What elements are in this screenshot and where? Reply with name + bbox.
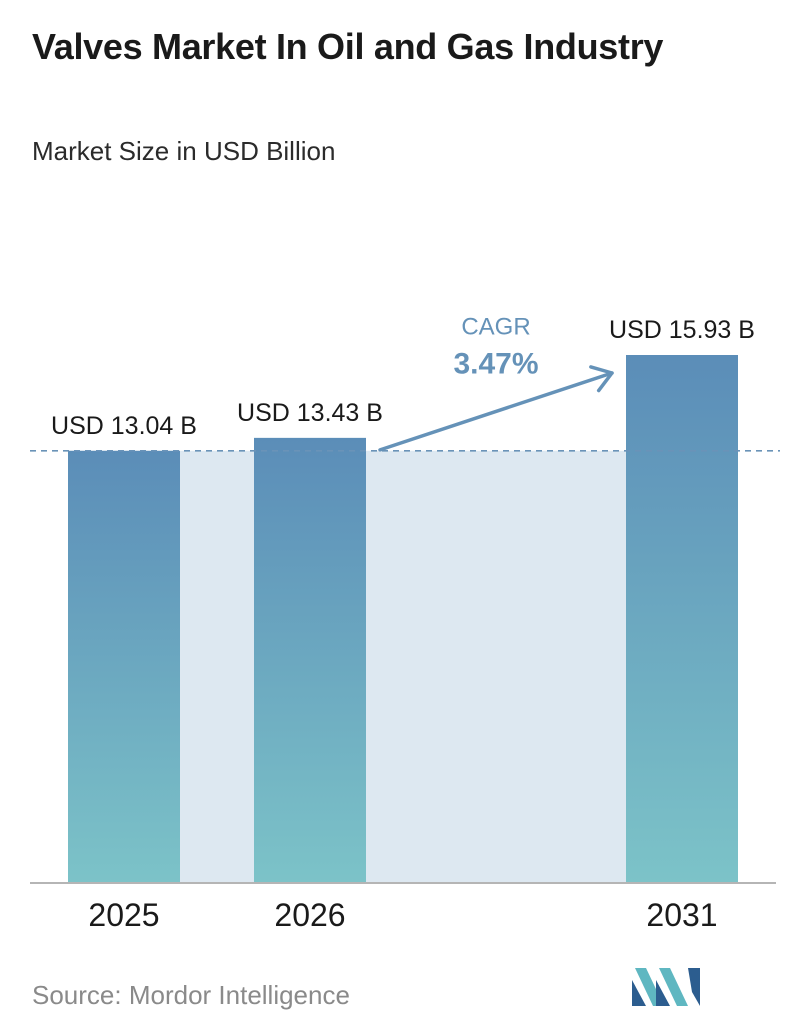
data-label-2026: USD 13.43 B xyxy=(237,399,383,427)
cagr-value: 3.47% xyxy=(453,347,538,380)
x-tick-2025: 2025 xyxy=(88,897,159,933)
bar-2025 xyxy=(68,450,180,883)
cagr-arrow-head-icon xyxy=(589,365,614,393)
data-label-2031: USD 15.93 B xyxy=(609,316,755,344)
chart-title: Valves Market In Oil and Gas Industry xyxy=(32,26,664,67)
source-credit: Source: Mordor Intelligence xyxy=(32,980,350,1010)
x-tick-2031: 2031 xyxy=(646,897,717,933)
cagr-label: CAGR xyxy=(461,313,530,340)
chart-subtitle: Market Size in USD Billion xyxy=(32,136,336,166)
bar-2031 xyxy=(626,355,738,883)
x-tick-2026: 2026 xyxy=(274,897,345,933)
bar-2026 xyxy=(254,437,366,883)
data-label-2025: USD 13.04 B xyxy=(51,412,197,440)
mordor-intelligence-logo-icon xyxy=(632,968,700,1006)
cagr-arrow-line xyxy=(378,371,614,452)
bar-chart: USD 13.04 B USD 13.43 B USD 15.93 B 2025 20… xyxy=(30,313,780,933)
